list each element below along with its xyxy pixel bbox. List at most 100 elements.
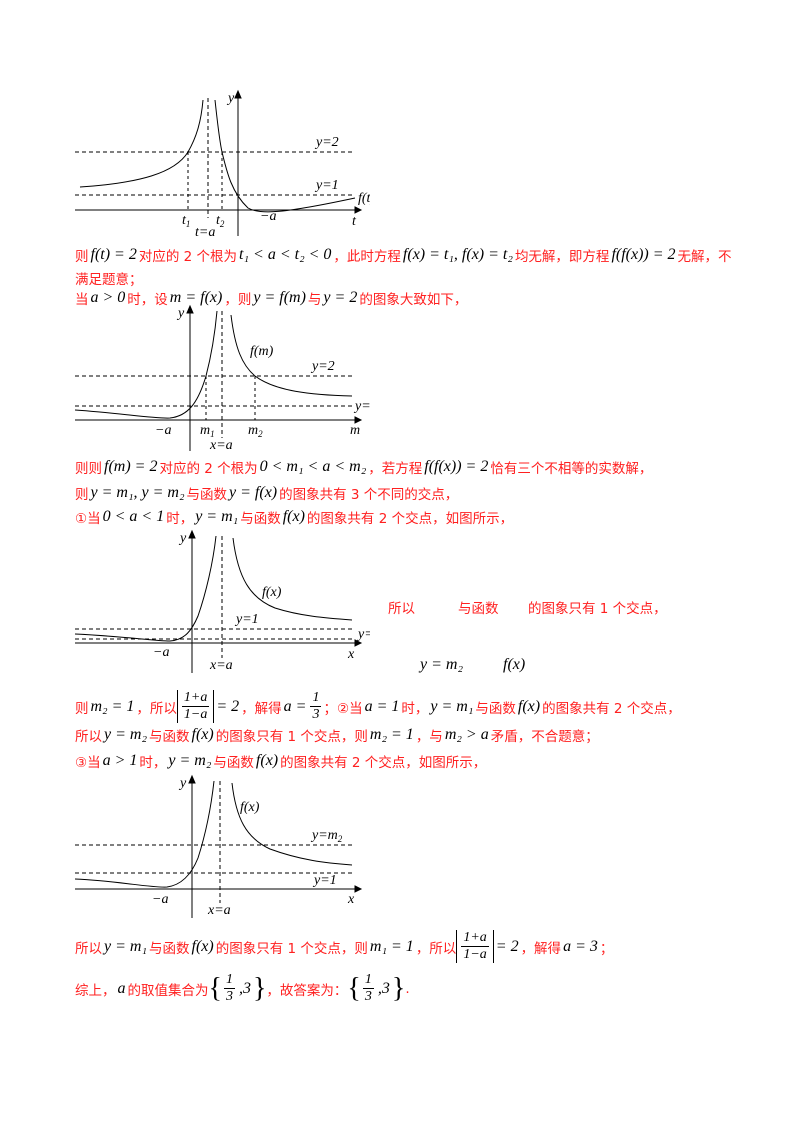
text-line: 则则 f(m) = 2 对应的 2 个根为 0 < m₁ < a < m₂ ，若方程 f(… [75, 457, 652, 477]
text-segment: 时， [166, 511, 194, 527]
brace: } [391, 972, 406, 1004]
label-y: y [176, 306, 185, 321]
math-expression: t₁ < a < t₂ < 0 [239, 246, 332, 263]
absolute-value: 1+a 1−a [456, 930, 494, 963]
math-expression: y = m₁ [104, 937, 148, 955]
math-expression: f(m) = 2 [104, 458, 158, 475]
text-segment: ，若方程 [368, 461, 423, 477]
text-segment: ，解得 [520, 940, 562, 957]
label-asym: x=a [209, 658, 233, 673]
label-t2: t2 [216, 213, 225, 229]
math-expression: y = m₁ [430, 697, 474, 715]
fraction: 1+a 1−a [181, 690, 210, 723]
text-segment: ，与 [415, 729, 443, 745]
text-segment: ； [599, 940, 614, 957]
math-expression: f(x) [255, 752, 279, 769]
fraction: 1+a 1−a [461, 930, 489, 963]
math-expression: f(t) = 2 [90, 246, 137, 263]
label-y2: y=2 [310, 359, 335, 374]
math-expression: ,3 [377, 979, 390, 997]
math-expression: 0 < a < 1 [102, 508, 165, 525]
curve-right [230, 314, 353, 397]
curve-left [74, 310, 218, 419]
label-fm: f(m) [250, 344, 274, 359]
text-segment: 满足题意； [75, 272, 143, 288]
label-y1: y=1 [234, 612, 259, 627]
brace: { [347, 972, 361, 1004]
math-expression: f(f(x)) = 2 [611, 246, 676, 263]
text-segment: 的图象共有 2 个交点，如图所示， [306, 511, 514, 527]
text-segment: 的图象只有 1 个交点，则 [215, 940, 368, 957]
text-segment: 的图象共有 2 个交点，如图所示， [280, 755, 487, 771]
y-axis-arrow [186, 304, 194, 314]
text-segment: 的取值集合为 [127, 982, 209, 999]
brace: } [252, 972, 267, 1004]
x-axis-arrow [354, 206, 363, 214]
text-segment: ，故答案为： [266, 982, 348, 999]
label-y2: y=2 [314, 135, 339, 150]
text-segment: 与函数 [149, 729, 190, 745]
text-segment: ，此时方程 [333, 249, 401, 265]
numerator: 1 [310, 690, 322, 707]
label-y1: y=1 [312, 873, 337, 888]
label-neg-a: −a [152, 892, 168, 907]
graph-case-1: y x f(x) y=1 y=m1 x=a −a [74, 529, 370, 673]
math-expression: ,3 [238, 979, 251, 997]
label-m1: m1 [200, 423, 215, 439]
graph-f-of-m: y m f(m) y=2 y=1 m1 m2 x=a −a [74, 304, 370, 453]
text-segment: 综上， [75, 982, 116, 999]
text-segment: ，解得 [241, 700, 282, 717]
text-segment: ③当 [75, 755, 101, 771]
label-neg-a: −a [260, 209, 276, 224]
text-segment: 与函数 [213, 755, 254, 771]
text-segment: ，所以 [136, 700, 177, 717]
math-expression: y = m₁, y = m₂ [90, 484, 185, 501]
text-segment: 对应的 2 个根为 [159, 461, 258, 477]
math-expression: a = 1 [364, 697, 400, 715]
text-segment: 与函数 [240, 511, 281, 527]
graph-case-3: y x f(x) y=m2 y=1 x=a −a [74, 774, 363, 918]
text-line: 则 m₂ = 1 ，所以 1+a 1−a = 2 ，解得 a = 1 3 ；②当 a = 1 时， y =… [75, 690, 681, 723]
text-segment: 均无解，即方程 [514, 249, 610, 265]
math-expression: y = f(m) [253, 289, 306, 306]
curve-right [232, 537, 353, 621]
text-line: 综上， a 的取值集合为{1 3,3} ，故答案为：{1 3,3}. [75, 972, 410, 1005]
math-expression: f(x) = t₁, f(x) = t₂ [402, 246, 513, 263]
float-text-with-function: 与函数 [458, 601, 499, 617]
label-m: m [350, 423, 360, 438]
curve-left [79, 99, 204, 188]
math-expression: f(x) [191, 937, 214, 955]
math-expression: f(x) [191, 726, 214, 743]
y-axis-arrow [234, 89, 242, 99]
math-expression: f(f(x)) = 2 [424, 458, 489, 475]
text-segment: 的图象大致如下， [359, 292, 468, 308]
text-segment: 则 [75, 487, 89, 503]
label-t: t [352, 214, 357, 229]
text-line: ①当 0 < a < 1 时， y = m₁ 与函数 f(x) 的图象共有 2 个交点，如图… [75, 507, 513, 527]
text-segment: 矛盾，不合题意； [490, 729, 599, 745]
absolute-value: 1+a 1−a [176, 690, 215, 723]
label-t1: t1 [182, 213, 190, 229]
label-asym: t=a [195, 225, 215, 238]
text-segment: ，则 [224, 292, 252, 308]
text-line: 所以 y = m₂ 与函数 f(x) 的图象只有 1 个交点，则 m₂ = 1 ，与 m₂ >… [75, 725, 599, 745]
label-y: y [226, 91, 235, 106]
y-axis-arrow [188, 529, 196, 539]
text-segment: 时，设 [127, 292, 168, 308]
x-axis-arrow [354, 416, 363, 424]
label-ym1: y=m1 [356, 627, 370, 643]
text-segment: ①当 [75, 511, 101, 527]
label-ft: f(t) [358, 191, 370, 206]
brace: { [208, 972, 222, 1004]
label-neg-a: −a [153, 645, 169, 660]
numerator: 1+a [181, 690, 210, 707]
label-asym: x=a [207, 903, 231, 918]
denominator: 3 [364, 989, 372, 1004]
text-segment: 则 [75, 249, 89, 265]
math-expression: a = 3 [563, 937, 598, 955]
text-segment: 与函数 [149, 940, 190, 957]
